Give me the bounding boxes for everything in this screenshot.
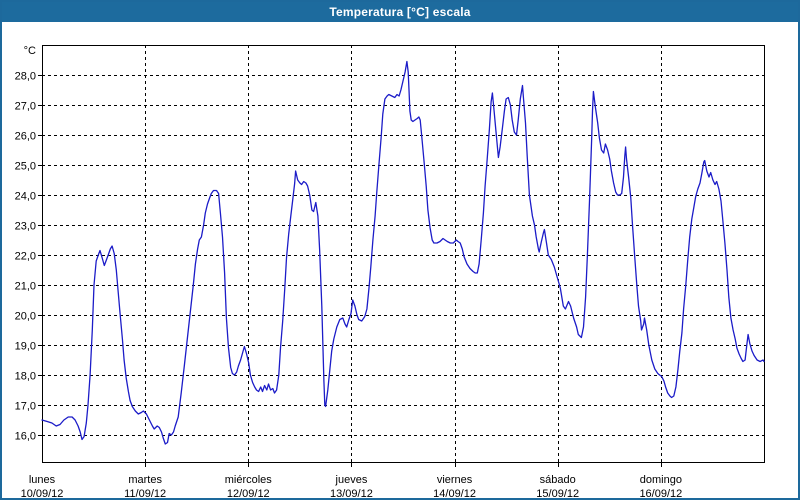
- x-date-label: 14/09/12: [433, 488, 476, 500]
- x-day-label: lunes: [29, 474, 56, 486]
- y-tick-label: 26,0: [15, 131, 36, 143]
- x-date-label: 16/09/12: [639, 488, 682, 500]
- x-day-label: domingo: [640, 474, 682, 486]
- x-day-label: jueves: [335, 474, 368, 486]
- y-tick-label: 25,0: [15, 161, 36, 173]
- gridlines: [42, 45, 764, 462]
- y-tick-label: 23,0: [15, 221, 36, 233]
- y-tick-label: 27,0: [15, 101, 36, 113]
- x-date-label: 10/09/12: [21, 488, 64, 500]
- y-tick-label: 17,0: [15, 401, 36, 413]
- plot-border: [42, 45, 765, 463]
- y-tick-label: 28,0: [15, 71, 36, 83]
- y-tick-label: 16,0: [15, 431, 36, 443]
- titlebar: Temperatura [°C] escala: [2, 2, 798, 22]
- y-tick-label: 22,0: [15, 251, 36, 263]
- x-date-label: 11/09/12: [124, 488, 166, 500]
- x-date-label: 15/09/12: [536, 488, 579, 500]
- axes: [38, 75, 662, 467]
- window-title: Temperatura [°C] escala: [329, 5, 471, 19]
- y-tick-label: 18,0: [15, 371, 36, 383]
- y-tick-label: 21,0: [15, 281, 36, 293]
- y-tick-label: 19,0: [15, 341, 36, 353]
- temperature-series-line: [41, 60, 765, 445]
- y-axis-labels: 28,0 27,0 26,0 25,0 24,0 23,0 22,0 21,0 20,0 19,0…: [15, 45, 36, 443]
- y-axis-unit-label: °C: [24, 45, 36, 57]
- x-day-label: sábado: [540, 474, 576, 486]
- y-tick-label: 20,0: [15, 311, 36, 323]
- x-axis-labels: lunes 10/09/12 martes 11/09/12 miércoles 12/0…: [21, 474, 683, 500]
- x-day-label: martes: [128, 474, 162, 486]
- x-date-label: 13/09/12: [330, 488, 373, 500]
- x-date-label: 12/09/12: [227, 488, 270, 500]
- x-day-label: viernes: [437, 474, 473, 486]
- y-tick-label: 24,0: [15, 191, 36, 203]
- x-day-label: miércoles: [225, 474, 273, 486]
